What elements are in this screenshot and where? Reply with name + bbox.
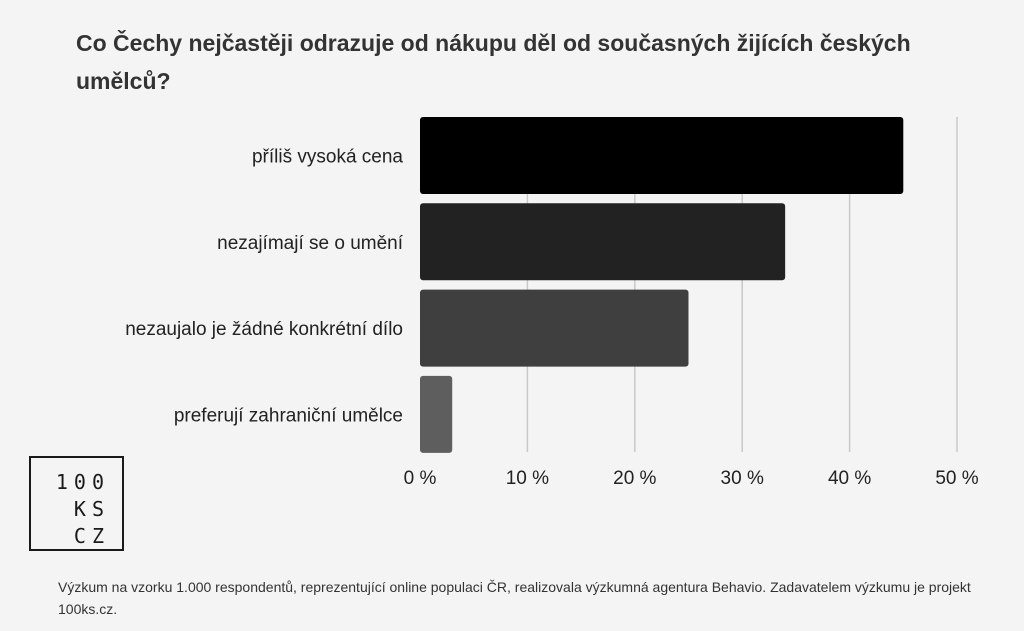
bar-3 <box>420 375 453 453</box>
category-label-0: příliš vysoká cena <box>252 147 403 168</box>
logo-100ks: 100 KS CZ <box>29 456 124 551</box>
category-label-2: nezaujalo je žádné konkrétní dílo <box>125 319 403 340</box>
bar-2 <box>420 289 689 367</box>
tick-label-50: 50 % <box>935 468 978 489</box>
tick-label-40: 40 % <box>828 468 871 489</box>
bar-1 <box>420 203 786 281</box>
chart-title: Co Čechy nejčastěji odrazuje od nákupu d… <box>76 30 911 94</box>
category-label-3: preferují zahraniční umělce <box>174 405 403 426</box>
logo-line-3: CZ <box>73 524 110 548</box>
tick-label-0: 0 % <box>404 468 437 489</box>
tick-label-10: 10 % <box>506 468 549 489</box>
logo-line-1: 100 <box>55 470 110 494</box>
tick-label-20: 20 % <box>613 468 656 489</box>
tick-label-30: 30 % <box>721 468 764 489</box>
footnote: Výzkum na vzorku 1.000 respondentů, repr… <box>58 579 971 617</box>
bar-0 <box>420 117 904 194</box>
logo-line-2: KS <box>73 497 110 521</box>
category-label-1: nezajímají se o umění <box>217 233 404 254</box>
